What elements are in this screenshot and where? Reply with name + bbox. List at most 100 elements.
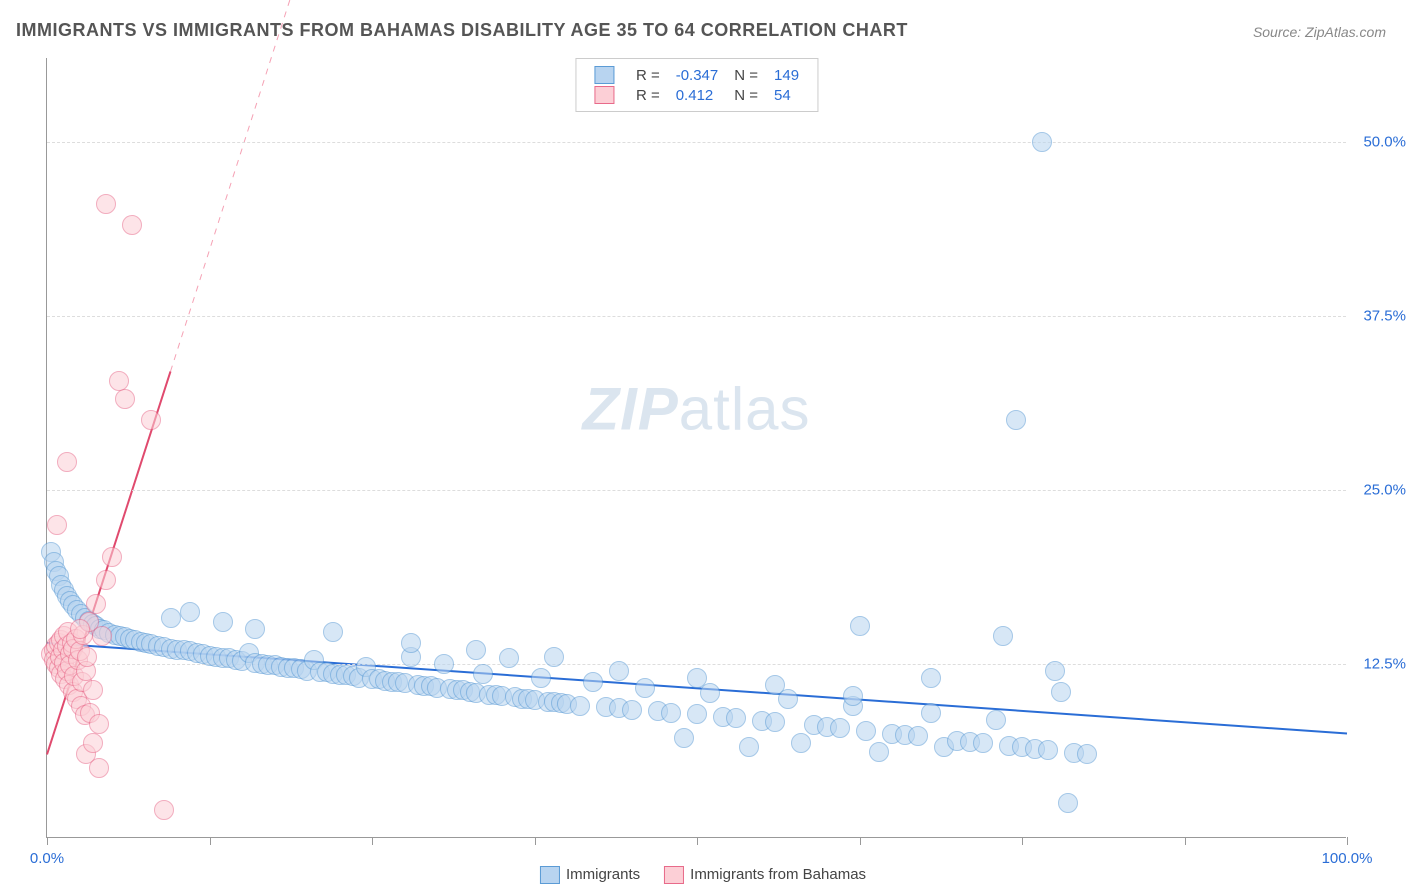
data-point [86,594,106,614]
data-point [499,648,519,668]
legend-n-label: N = [726,85,766,105]
data-point [1051,682,1071,702]
data-point [765,675,785,695]
data-point [1038,740,1058,760]
data-point [856,721,876,741]
data-point [47,515,67,535]
chart-title: IMMIGRANTS VS IMMIGRANTS FROM BAHAMAS DI… [16,20,908,41]
data-point [92,626,112,646]
data-point [96,570,116,590]
series-legend: Immigrants Immigrants from Bahamas [528,866,878,884]
data-point [700,683,720,703]
data-point [661,703,681,723]
data-point [70,619,90,639]
data-point [180,602,200,622]
data-point [109,371,129,391]
data-point [1077,744,1097,764]
legend-swatch [594,66,614,84]
data-point [83,680,103,700]
data-point [1006,410,1026,430]
source-attribution: Source: ZipAtlas.com [1253,24,1386,40]
data-point [830,718,850,738]
data-point [401,633,421,653]
chart-container: IMMIGRANTS VS IMMIGRANTS FROM BAHAMAS DI… [0,0,1406,892]
data-point [986,710,1006,730]
data-point [973,733,993,753]
data-point [96,194,116,214]
data-point [765,712,785,732]
data-point [850,616,870,636]
y-tick-label: 37.5% [1351,307,1406,324]
x-tick-label: 100.0% [1322,850,1373,867]
data-point [102,547,122,567]
legend-r-value: -0.347 [668,65,727,85]
data-point [466,640,486,660]
legend-n-value: 149 [766,65,807,85]
data-point [726,708,746,728]
data-point [245,619,265,639]
data-point [89,714,109,734]
data-point [1045,661,1065,681]
data-point [83,733,103,753]
legend-n-label: N = [726,65,766,85]
data-point [473,664,493,684]
y-tick-label: 50.0% [1351,133,1406,150]
y-tick-label: 12.5% [1351,655,1406,672]
data-point [531,668,551,688]
data-point [115,389,135,409]
legend-label: Immigrants [566,866,640,883]
correlation-legend: R = -0.347N = 149R = 0.412N = 54 [575,58,818,112]
data-point [622,700,642,720]
legend-item: Immigrants [540,866,640,884]
x-tick [47,837,48,845]
data-point [908,726,928,746]
data-point [122,215,142,235]
data-point [583,672,603,692]
data-point [687,668,707,688]
x-tick [1347,837,1348,845]
legend-row: R = -0.347N = 149 [586,65,807,85]
x-tick [372,837,373,845]
legend-label: Immigrants from Bahamas [690,866,866,883]
x-tick [535,837,536,845]
data-point [993,626,1013,646]
legend-r-value: 0.412 [668,85,727,105]
source-prefix: Source: [1253,24,1305,40]
data-point [921,668,941,688]
data-point [570,696,590,716]
data-point [609,661,629,681]
x-tick [1022,837,1023,845]
data-point [323,622,343,642]
plot-area: ZIPatlas R = -0.347N = 149R = 0.412N = 5… [46,58,1346,838]
x-tick [860,837,861,845]
data-point [921,703,941,723]
legend-r-label: R = [628,85,668,105]
legend-item: Immigrants from Bahamas [664,866,866,884]
data-point [1058,793,1078,813]
data-point [791,733,811,753]
y-tick-label: 25.0% [1351,481,1406,498]
gridline [47,316,1346,317]
legend-r-label: R = [628,65,668,85]
x-tick [210,837,211,845]
data-point [869,742,889,762]
data-point [434,654,454,674]
data-point [1032,132,1052,152]
data-point [739,737,759,757]
x-tick [1185,837,1186,845]
data-point [141,410,161,430]
data-point [213,612,233,632]
data-point [635,678,655,698]
data-point [57,452,77,472]
data-point [674,728,694,748]
legend-n-value: 54 [766,85,807,105]
data-point [687,704,707,724]
data-point [544,647,564,667]
legend-swatch [664,866,684,884]
data-point [843,686,863,706]
x-tick [697,837,698,845]
gridline [47,142,1346,143]
data-point [77,647,97,667]
legend-swatch [594,86,614,104]
data-point [154,800,174,820]
